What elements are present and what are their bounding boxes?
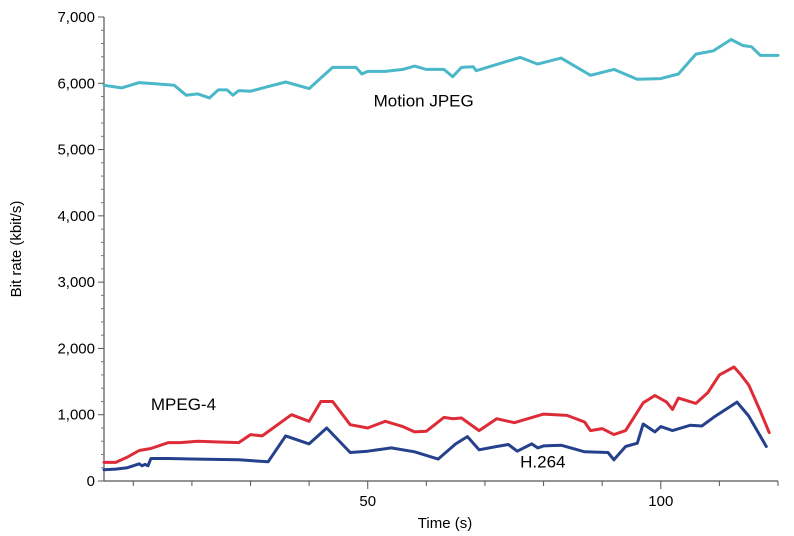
y-tick-label: 5,000: [57, 142, 95, 159]
series-line-motion-jpeg: [102, 38, 780, 100]
series-label-mpeg-4: MPEG-4: [151, 395, 216, 414]
series-labels: Motion JPEG MPEG-4 H.264: [151, 91, 566, 471]
series-label-h-264: H.264: [520, 453, 565, 472]
x-tick-label: 50: [359, 493, 376, 510]
series-line-mpeg-4: [102, 365, 771, 464]
y-tick-label: 1,000: [57, 407, 95, 424]
x-tick-label: 100: [648, 493, 673, 510]
y-axis-title: Bit rate (kbit/s): [8, 201, 25, 298]
y-tick-label: 0: [87, 473, 95, 490]
x-axis-ticks: 50 100: [132, 481, 779, 510]
series-label-motion-jpeg: Motion JPEG: [374, 91, 474, 110]
y-tick-label: 4,000: [57, 208, 95, 225]
y-tick-label: 6,000: [57, 75, 95, 92]
y-axis-ticks: 0 1,000 2,000 3,000 4,000 5,000 6,000 7,000: [57, 9, 104, 490]
y-tick-label: 7,000: [57, 9, 95, 26]
y-tick-label: 2,000: [57, 340, 95, 357]
y-tick-label: 3,000: [57, 274, 95, 291]
series-layer: [102, 38, 780, 472]
x-axis-title: Time (s): [418, 515, 472, 532]
series-line-h-264: [102, 400, 768, 472]
